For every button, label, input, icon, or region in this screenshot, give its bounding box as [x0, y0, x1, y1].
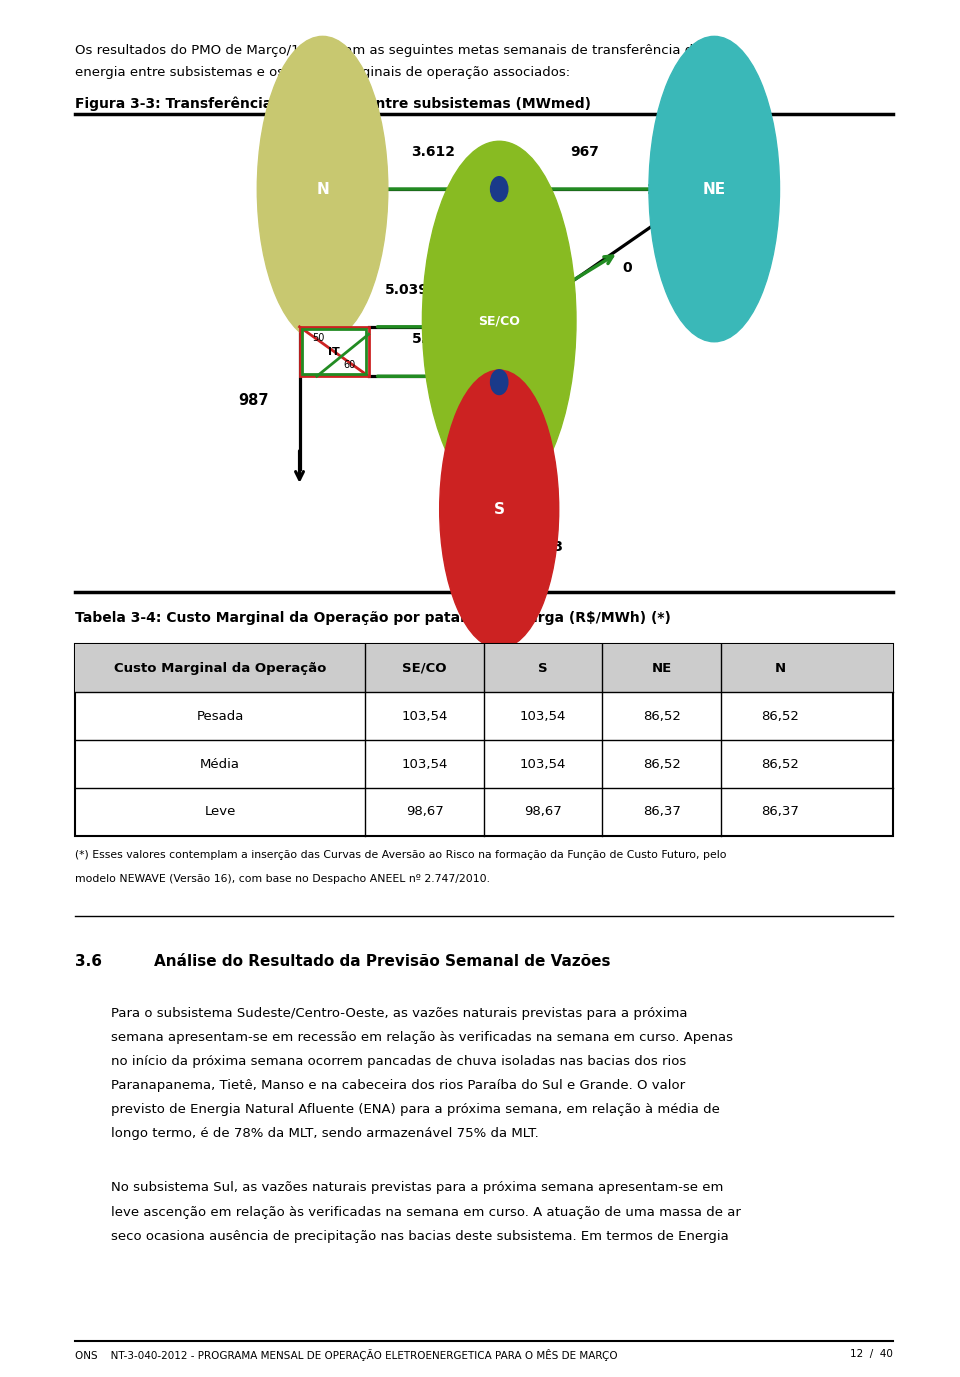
Text: Os resultados do PMO de Março/12 indicam as seguintes metas semanais de transfer: Os resultados do PMO de Março/12 indicam…	[75, 44, 702, 56]
Text: N: N	[775, 662, 786, 675]
Text: 86,52: 86,52	[761, 757, 800, 771]
Text: 98,67: 98,67	[406, 806, 444, 818]
Text: 2.793: 2.793	[520, 364, 564, 377]
Text: Para o subsistema Sudeste/Centro-Oeste, as vazões naturais previstas para a próx: Para o subsistema Sudeste/Centro-Oeste, …	[111, 1007, 688, 1019]
Bar	[75, 644, 893, 693]
Text: Paranapanema, Tietê, Manso e na cabeceira dos rios Paraíba do Sul e Grande. O va: Paranapanema, Tietê, Manso e na cabeceir…	[111, 1080, 685, 1092]
Text: NE: NE	[652, 662, 672, 675]
Ellipse shape	[440, 370, 559, 649]
Bar	[75, 644, 893, 836]
Ellipse shape	[257, 36, 388, 341]
Text: modelo NEWAVE (Versão 16), com base no Despacho ANEEL nº 2.747/2010.: modelo NEWAVE (Versão 16), com base no D…	[75, 874, 490, 884]
Text: 967: 967	[570, 145, 599, 158]
Text: 86,37: 86,37	[643, 806, 681, 818]
Text: semana apresentam-se em recessão em relação às verificadas na semana em curso. A: semana apresentam-se em recessão em rela…	[111, 1030, 733, 1044]
Text: Custo Marginal da Operação: Custo Marginal da Operação	[114, 662, 326, 675]
Text: S: S	[493, 501, 505, 516]
Text: 103,54: 103,54	[401, 757, 447, 771]
Text: 3.6: 3.6	[75, 954, 102, 969]
Text: SE/CO: SE/CO	[402, 662, 446, 675]
Ellipse shape	[422, 142, 576, 501]
Text: previsto de Energia Natural Afluente (ENA) para a próxima semana, em relação à m: previsto de Energia Natural Afluente (EN…	[111, 1103, 720, 1115]
Text: no início da próxima semana ocorrem pancadas de chuva isoladas nas bacias dos ri: no início da próxima semana ocorrem panc…	[111, 1055, 686, 1067]
Text: NE: NE	[703, 182, 726, 197]
Text: 2.645: 2.645	[520, 233, 564, 246]
Text: 86,52: 86,52	[643, 757, 681, 771]
Text: SE/CO: SE/CO	[478, 314, 520, 328]
Text: 0: 0	[622, 260, 632, 274]
Bar	[300, 326, 369, 376]
Text: 12  /  40: 12 / 40	[850, 1349, 893, 1359]
Text: 98,67: 98,67	[524, 806, 562, 818]
Text: 103,54: 103,54	[520, 709, 566, 723]
Bar	[302, 329, 366, 375]
Text: 5.716: 5.716	[412, 332, 456, 346]
Text: Figura 3-3: Transferência de energia entre subsistemas (MWmed): Figura 3-3: Transferência de energia ent…	[75, 96, 590, 112]
Text: Pesada: Pesada	[197, 709, 244, 723]
Circle shape	[491, 370, 508, 395]
Text: 103,54: 103,54	[401, 709, 447, 723]
Text: seco ocasiona ausência de precipitação nas bacias deste subsistema. Em termos de: seco ocasiona ausência de precipitação n…	[111, 1230, 729, 1242]
Text: Leve: Leve	[204, 806, 236, 818]
Text: leve ascenção em relação às verificadas na semana em curso. A atuação de uma mas: leve ascenção em relação às verificadas …	[111, 1206, 741, 1219]
Text: 50: 50	[313, 333, 325, 343]
Text: Tabela 3-4: Custo Marginal da Operação por patamar de carga (R$/MWh) (*): Tabela 3-4: Custo Marginal da Operação p…	[75, 611, 671, 625]
Text: 2.923: 2.923	[520, 540, 564, 554]
Text: longo termo, é de 78% da MLT, sendo armazenável 75% da MLT.: longo termo, é de 78% da MLT, sendo arma…	[111, 1126, 540, 1140]
Text: IT: IT	[328, 347, 340, 357]
Text: S: S	[539, 662, 548, 675]
Text: energia entre subsistemas e os custos marginais de operação associados:: energia entre subsistemas e os custos ma…	[75, 66, 570, 78]
Text: (*) Esses valores contemplam a inserção das Curvas de Aversão ao Risco na formaç: (*) Esses valores contemplam a inserção …	[75, 850, 727, 859]
Text: 3.612: 3.612	[411, 145, 455, 158]
Text: 5.039: 5.039	[385, 282, 429, 296]
Text: 86,52: 86,52	[761, 709, 800, 723]
Text: No subsistema Sul, as vazões naturais previstas para a próxima semana apresentam: No subsistema Sul, as vazões naturais pr…	[111, 1181, 724, 1194]
Circle shape	[491, 176, 508, 201]
Text: 86,37: 86,37	[761, 806, 800, 818]
Text: 86,52: 86,52	[643, 709, 681, 723]
Text: 103,54: 103,54	[520, 757, 566, 771]
Text: Média: Média	[200, 757, 240, 771]
Text: N: N	[316, 182, 329, 197]
Text: 60: 60	[343, 359, 355, 370]
Text: Análise do Resultado da Previsão Semanal de Vazões: Análise do Resultado da Previsão Semanal…	[154, 954, 611, 969]
Text: ONS    NT-3-040-2012 - PROGRAMA MENSAL DE OPERAÇÃO ELETROENERGETICA PARA O MÊS D: ONS NT-3-040-2012 - PROGRAMA MENSAL DE O…	[75, 1349, 617, 1362]
Text: 987: 987	[238, 394, 269, 409]
Ellipse shape	[649, 36, 780, 341]
